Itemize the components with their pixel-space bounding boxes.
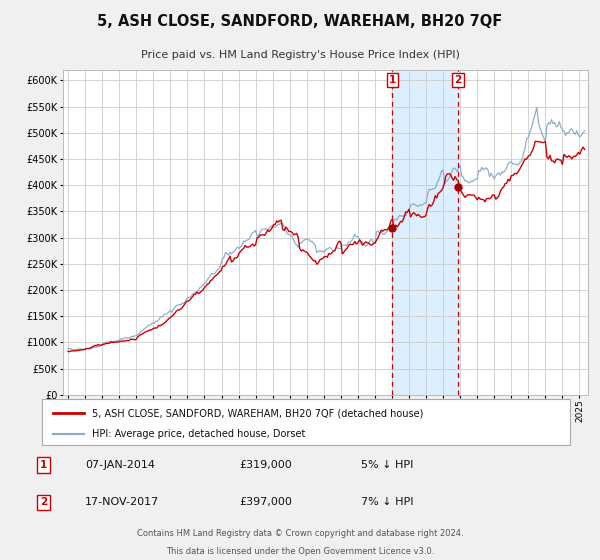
Text: 1: 1 — [389, 75, 396, 85]
Text: 5, ASH CLOSE, SANDFORD, WAREHAM, BH20 7QF: 5, ASH CLOSE, SANDFORD, WAREHAM, BH20 7Q… — [97, 14, 503, 29]
Text: 2: 2 — [454, 75, 462, 85]
Text: 5% ↓ HPI: 5% ↓ HPI — [361, 460, 413, 470]
Text: This data is licensed under the Open Government Licence v3.0.: This data is licensed under the Open Gov… — [166, 548, 434, 557]
Text: 2: 2 — [40, 497, 47, 507]
Text: HPI: Average price, detached house, Dorset: HPI: Average price, detached house, Dors… — [92, 429, 305, 438]
Text: 5, ASH CLOSE, SANDFORD, WAREHAM, BH20 7QF (detached house): 5, ASH CLOSE, SANDFORD, WAREHAM, BH20 7Q… — [92, 408, 424, 418]
Text: 1: 1 — [40, 460, 47, 470]
Text: £319,000: £319,000 — [240, 460, 293, 470]
Text: Contains HM Land Registry data © Crown copyright and database right 2024.: Contains HM Land Registry data © Crown c… — [137, 529, 463, 538]
Text: 07-JAN-2014: 07-JAN-2014 — [85, 460, 155, 470]
Text: £397,000: £397,000 — [240, 497, 293, 507]
Text: Price paid vs. HM Land Registry's House Price Index (HPI): Price paid vs. HM Land Registry's House … — [140, 50, 460, 60]
Text: 7% ↓ HPI: 7% ↓ HPI — [361, 497, 414, 507]
Text: 17-NOV-2017: 17-NOV-2017 — [85, 497, 160, 507]
Bar — [392, 70, 458, 395]
